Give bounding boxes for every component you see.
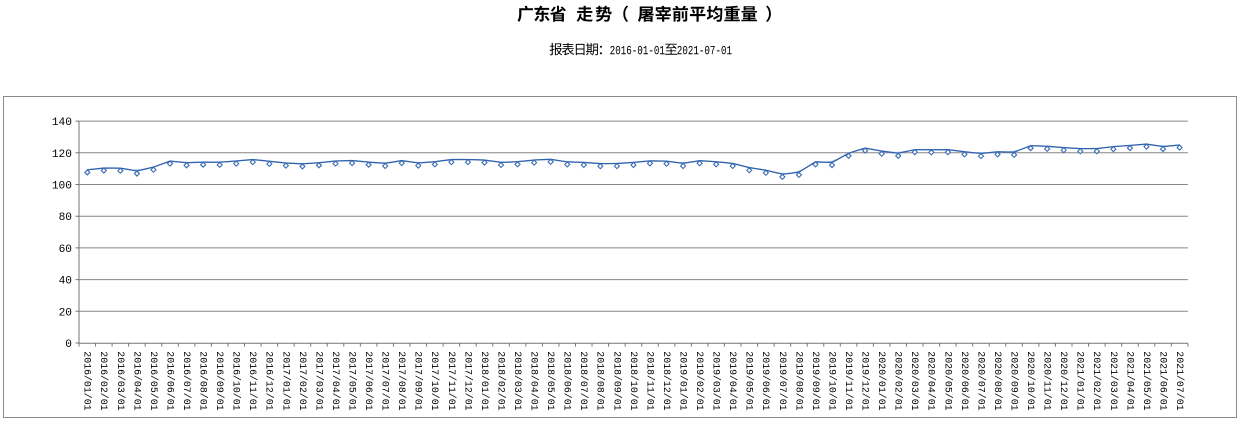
svg-text:2017/05/01: 2017/05/01 <box>346 351 357 410</box>
svg-text:2016/08/01: 2016/08/01 <box>198 351 209 410</box>
svg-text:2019/01/01: 2019/01/01 <box>677 351 688 410</box>
svg-text:2018/09/01: 2018/09/01 <box>611 351 622 410</box>
svg-text:2021/07/01: 2021/07/01 <box>1174 351 1185 410</box>
svg-text:2019/02/01: 2019/02/01 <box>694 351 705 410</box>
svg-text:2021/01/01: 2021/01/01 <box>1075 351 1086 410</box>
svg-text:2017/01/01: 2017/01/01 <box>280 351 291 410</box>
svg-text:2016/02/01: 2016/02/01 <box>98 351 109 410</box>
svg-text:2017/10/01: 2017/10/01 <box>429 351 440 410</box>
svg-text:120: 120 <box>52 149 72 161</box>
svg-text:2019/12/01: 2019/12/01 <box>860 351 871 410</box>
svg-text:40: 40 <box>59 276 73 288</box>
svg-text:2016/07/01: 2016/07/01 <box>181 351 192 410</box>
svg-text:2018/10/01: 2018/10/01 <box>628 351 639 410</box>
svg-text:2020/09/01: 2020/09/01 <box>1008 351 1019 410</box>
svg-text:2018/06/01: 2018/06/01 <box>562 351 573 410</box>
svg-text:2019/10/01: 2019/10/01 <box>826 351 837 410</box>
svg-text:2020/04/01: 2020/04/01 <box>926 351 937 410</box>
svg-text:2016/11/01: 2016/11/01 <box>247 351 258 410</box>
svg-text:2020/12/01: 2020/12/01 <box>1058 351 1069 410</box>
svg-text:60: 60 <box>59 244 73 256</box>
svg-text:0: 0 <box>65 339 72 351</box>
svg-text:2020/01/01: 2020/01/01 <box>876 351 887 410</box>
svg-text:2019/07/01: 2019/07/01 <box>777 351 788 410</box>
svg-text:2018/04/01: 2018/04/01 <box>529 351 540 410</box>
svg-text:2021/02/01: 2021/02/01 <box>1091 351 1102 410</box>
svg-text:2018/03/01: 2018/03/01 <box>512 351 523 410</box>
svg-text:80: 80 <box>59 212 73 224</box>
svg-text:2019/09/01: 2019/09/01 <box>810 351 821 410</box>
svg-text:2018/05/01: 2018/05/01 <box>545 351 556 410</box>
svg-text:2021/03/01: 2021/03/01 <box>1108 351 1119 410</box>
svg-text:2020/10/01: 2020/10/01 <box>1025 351 1036 410</box>
svg-text:2021/04/01: 2021/04/01 <box>1124 351 1135 410</box>
svg-text:2019/11/01: 2019/11/01 <box>843 351 854 410</box>
svg-text:2020/05/01: 2020/05/01 <box>942 351 953 410</box>
svg-text:2018/11/01: 2018/11/01 <box>644 351 655 410</box>
svg-text:2019/08/01: 2019/08/01 <box>793 351 804 410</box>
svg-text:2020/02/01: 2020/02/01 <box>893 351 904 410</box>
svg-text:2018/01/01: 2018/01/01 <box>479 351 490 410</box>
svg-text:2017/03/01: 2017/03/01 <box>313 351 324 410</box>
svg-text:2017/11/01: 2017/11/01 <box>446 351 457 410</box>
svg-text:2016/01/01: 2016/01/01 <box>82 351 93 410</box>
svg-text:2016/05/01: 2016/05/01 <box>148 351 159 410</box>
svg-text:2016/09/01: 2016/09/01 <box>214 351 225 410</box>
svg-text:2019/05/01: 2019/05/01 <box>744 351 755 410</box>
svg-text:2020/07/01: 2020/07/01 <box>975 351 986 410</box>
svg-text:2018/07/01: 2018/07/01 <box>578 351 589 410</box>
svg-text:2019/06/01: 2019/06/01 <box>760 351 771 410</box>
svg-text:2020/06/01: 2020/06/01 <box>959 351 970 410</box>
svg-text:2018/08/01: 2018/08/01 <box>595 351 606 410</box>
svg-text:2016/10/01: 2016/10/01 <box>231 351 242 410</box>
svg-text:2017/12/01: 2017/12/01 <box>462 351 473 410</box>
svg-text:2016/03/01: 2016/03/01 <box>115 351 126 410</box>
svg-text:2016/06/01: 2016/06/01 <box>164 351 175 410</box>
svg-text:2017/09/01: 2017/09/01 <box>413 351 424 410</box>
svg-text:2018/12/01: 2018/12/01 <box>661 351 672 410</box>
svg-text:2017/04/01: 2017/04/01 <box>330 351 341 410</box>
svg-text:2020/08/01: 2020/08/01 <box>992 351 1003 410</box>
svg-text:2016/04/01: 2016/04/01 <box>131 351 142 410</box>
svg-text:2020/03/01: 2020/03/01 <box>909 351 920 410</box>
svg-text:2018/02/01: 2018/02/01 <box>495 351 506 410</box>
svg-text:2021/06/01: 2021/06/01 <box>1157 351 1168 410</box>
svg-text:2016/12/01: 2016/12/01 <box>264 351 275 410</box>
svg-text:20: 20 <box>59 307 73 319</box>
svg-text:2017/07/01: 2017/07/01 <box>380 351 391 410</box>
svg-text:100: 100 <box>52 181 72 193</box>
svg-text:2017/08/01: 2017/08/01 <box>396 351 407 410</box>
svg-text:2021/05/01: 2021/05/01 <box>1141 351 1152 410</box>
svg-text:2019/04/01: 2019/04/01 <box>727 351 738 410</box>
svg-text:2019/03/01: 2019/03/01 <box>711 351 722 410</box>
svg-text:2017/06/01: 2017/06/01 <box>363 351 374 410</box>
svg-text:2020/11/01: 2020/11/01 <box>1042 351 1053 410</box>
svg-text:140: 140 <box>52 117 72 129</box>
svg-text:2017/02/01: 2017/02/01 <box>297 351 308 410</box>
